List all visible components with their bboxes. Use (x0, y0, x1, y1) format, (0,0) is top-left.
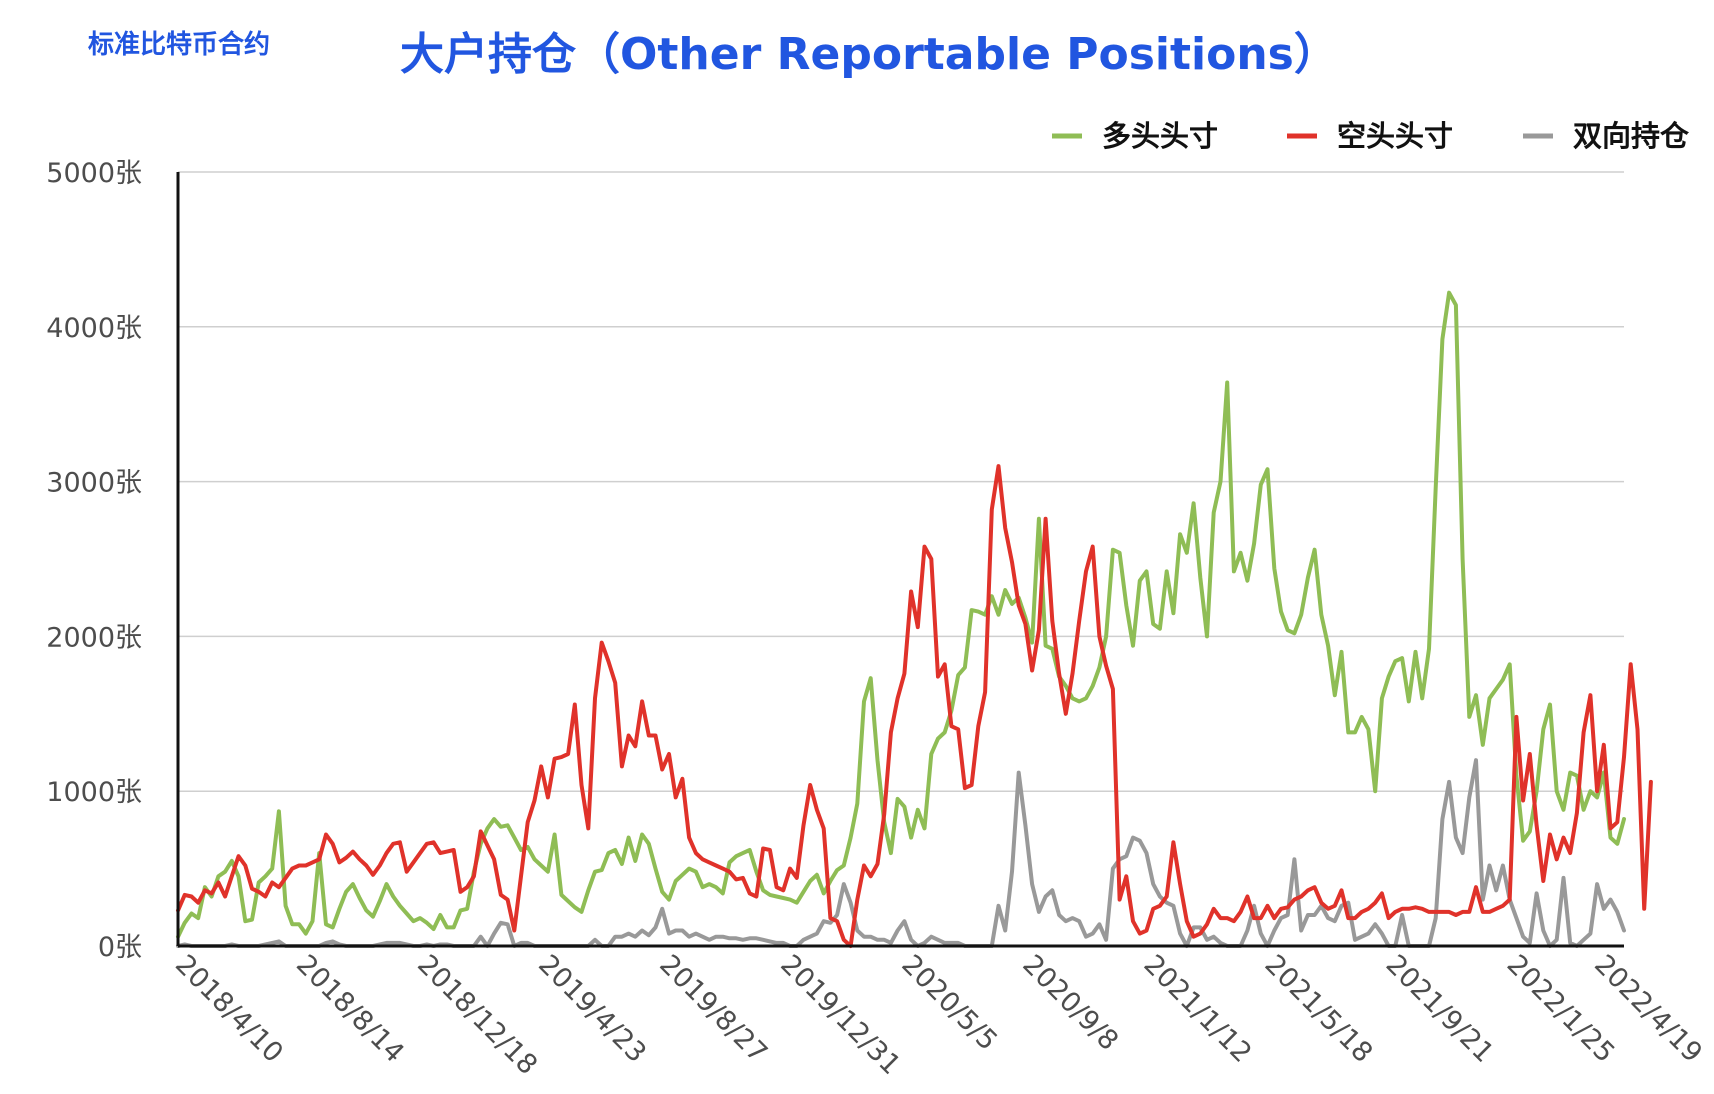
x-tick-label: 2020/5/5 (895, 949, 1003, 1057)
y-axis-ticks: 0张 1000张 2000张 3000张 4000张 5000张 (46, 158, 142, 963)
x-tick-label: 2019/4/23 (532, 949, 652, 1069)
x-tick-label: 2021/1/12 (1138, 949, 1258, 1069)
y-tick-label: 4000张 (46, 313, 142, 344)
y-tick-label: 5000张 (46, 158, 142, 189)
legend-label: 多头头寸 (1102, 119, 1218, 153)
series-line-0 (176, 290, 1626, 939)
y-tick-label: 3000张 (46, 468, 142, 499)
y-tick-label: 1000张 (46, 777, 142, 808)
x-tick-label: 2018/8/14 (290, 949, 410, 1069)
x-tick-label: 2021/5/18 (1259, 949, 1379, 1069)
chart-title: 大户持仓（Other Reportable Positions） (400, 29, 1338, 80)
legend-label: 空头头寸 (1337, 119, 1453, 153)
series-line-1 (176, 464, 1653, 948)
y-tick-label: 0张 (98, 932, 142, 963)
x-tick-label: 2021/9/21 (1380, 949, 1500, 1069)
grid-lines (178, 171, 1624, 792)
x-tick-label: 2018/4/10 (169, 949, 289, 1069)
series-lines (176, 290, 1653, 948)
x-tick-label: 2020/9/8 (1016, 949, 1124, 1057)
x-tick-label: 2019/8/27 (653, 949, 773, 1069)
x-tick-label: 2019/12/31 (774, 949, 906, 1081)
legend: 多头头寸 空头头寸 双向持仓 (1052, 119, 1690, 153)
x-tick-label: 2018/12/18 (411, 949, 543, 1081)
series-line-2 (176, 758, 1626, 948)
y-tick-label: 2000张 (46, 622, 142, 653)
legend-label: 双向持仓 (1573, 119, 1690, 153)
chart-corner-title: 标准比特币合约 (88, 30, 271, 60)
